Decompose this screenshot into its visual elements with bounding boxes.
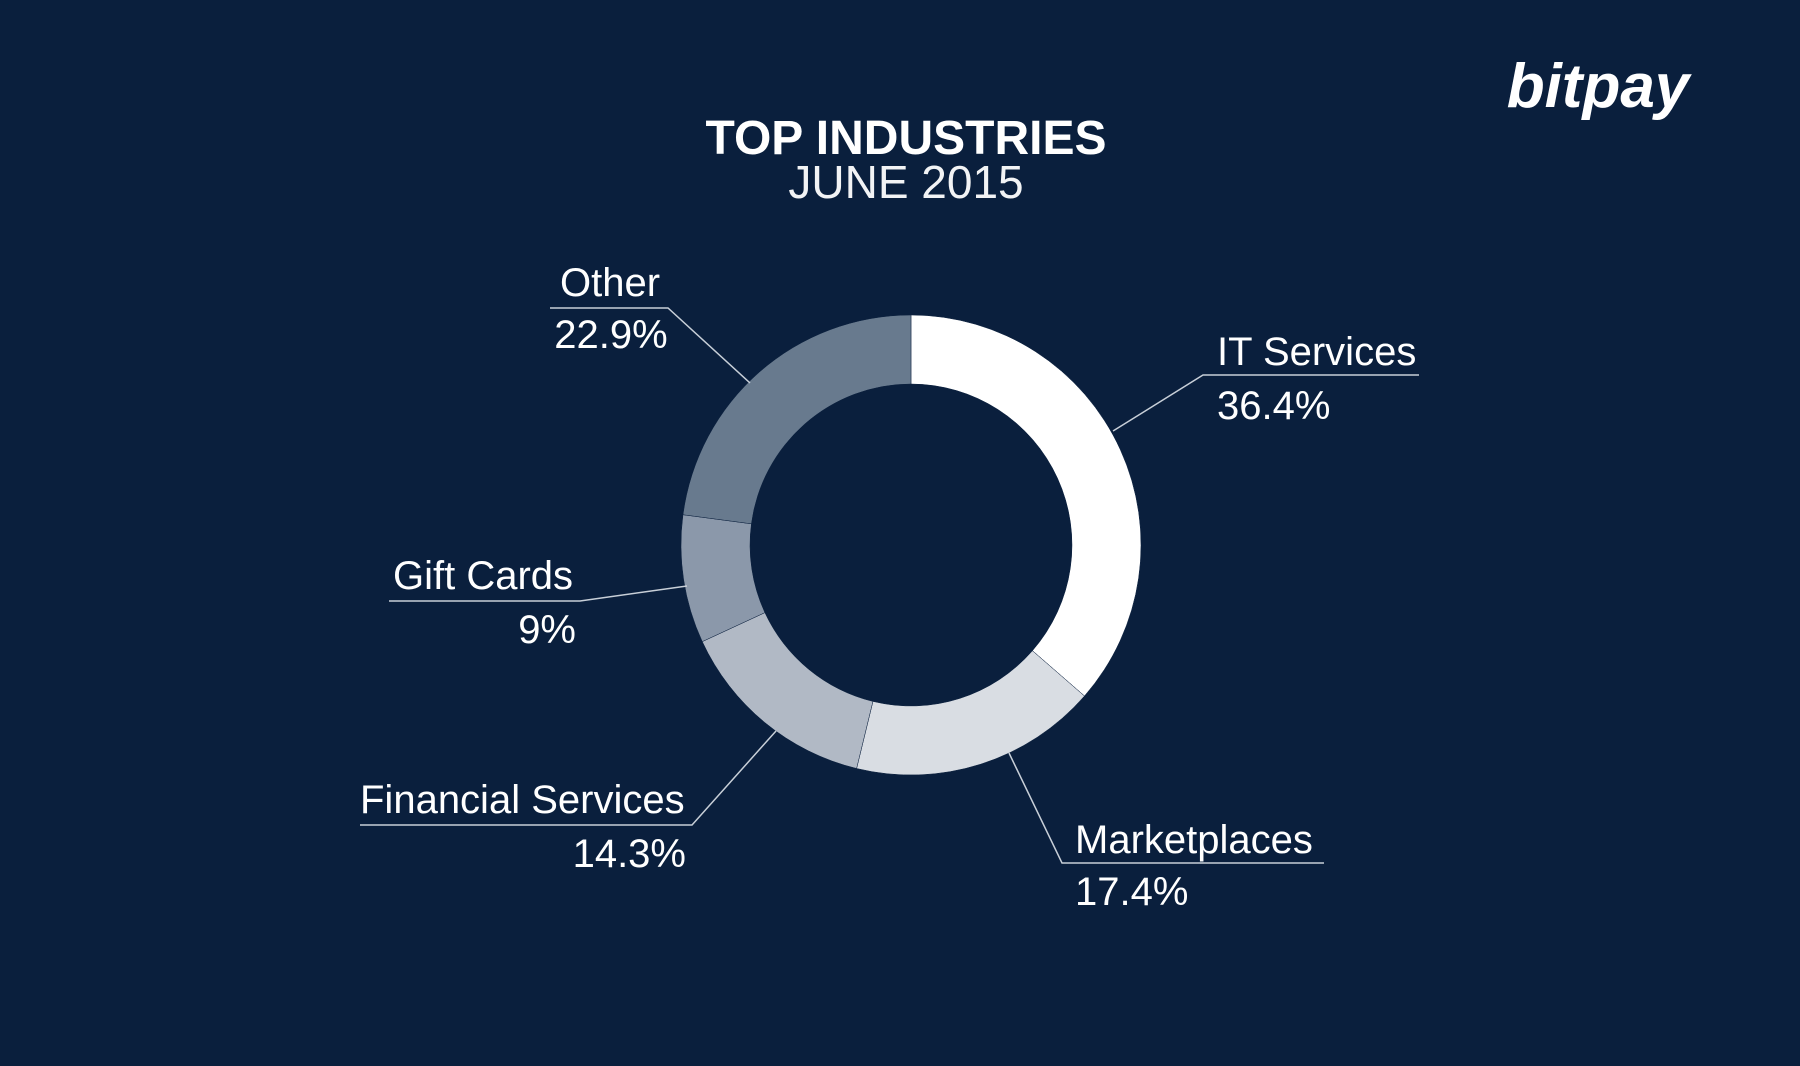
value-marketplaces: 17.4% xyxy=(1075,870,1188,914)
label-marketplaces: Marketplaces xyxy=(1075,818,1313,862)
leader-lines xyxy=(360,307,1419,864)
donut-slices xyxy=(680,314,1142,776)
slice-it-services xyxy=(910,314,1142,697)
leader-line-gift-cards xyxy=(389,585,688,602)
chart-title: TOP INDUSTRIES xyxy=(706,112,1107,165)
value-it-services: 36.4% xyxy=(1217,384,1330,428)
label-financial-services: Financial Services xyxy=(360,778,685,822)
leader-line-other xyxy=(550,307,751,384)
value-gift-cards: 9% xyxy=(518,608,576,652)
slice-other xyxy=(682,314,912,525)
slice-labels: IT Services 36.4% Marketplaces 17.4% Fin… xyxy=(360,261,1416,914)
leader-line-marketplaces xyxy=(1008,752,1324,864)
bitpay-logo: bitpay xyxy=(1507,52,1693,121)
label-gift-cards: Gift Cards xyxy=(393,554,573,598)
label-other: Other xyxy=(560,261,660,305)
chart-subtitle: JUNE 2015 xyxy=(788,156,1023,208)
value-other: 22.9% xyxy=(554,313,667,357)
label-it-services: IT Services xyxy=(1217,330,1416,374)
value-financial-services: 14.3% xyxy=(573,832,686,876)
leader-line-financial-services xyxy=(360,730,777,826)
leader-line-it-services xyxy=(1112,374,1419,432)
